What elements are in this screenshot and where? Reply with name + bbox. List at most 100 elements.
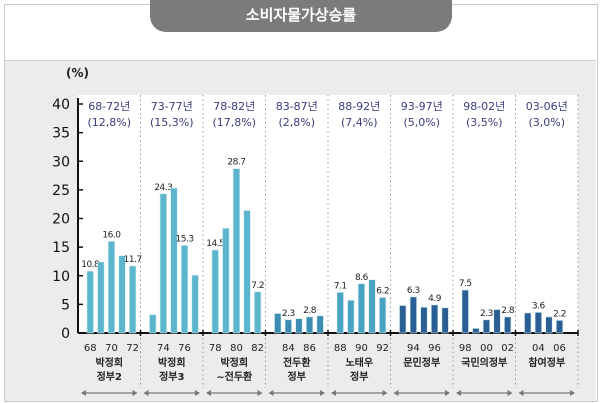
bar-1999 [472, 328, 480, 334]
bar-1983 [274, 313, 282, 334]
government-label: 박정희 [95, 356, 123, 369]
period-average: (5,0%) [403, 116, 440, 129]
government-label: 정부2 [97, 370, 122, 383]
data-label-1988: 7.1 [334, 281, 347, 291]
bar-1981 [243, 210, 251, 334]
y-tick-label: 15 [52, 240, 70, 256]
x-tick-label: 94 [407, 343, 420, 354]
x-tick-label: 98 [459, 343, 472, 354]
period-average: (12,8%) [87, 116, 131, 129]
bar-1973 [149, 314, 157, 334]
government-label: 노태우 [345, 356, 373, 369]
x-tick-label: 96 [428, 343, 441, 354]
data-label-1992: 6.2 [376, 287, 389, 297]
data-label-2000: 2.3 [480, 309, 493, 319]
government-label: 정부 [288, 370, 306, 383]
government-label: 전두환 [283, 356, 311, 369]
data-label-1976: 15.3 [176, 234, 194, 244]
period-label: 93-97년 [401, 100, 443, 113]
x-tick-label: 92 [376, 343, 389, 354]
bar-1978 [211, 249, 219, 334]
x-tick-label: 06 [553, 343, 566, 354]
period-label: 78-82년 [213, 100, 255, 113]
data-label-1968: 10.8 [81, 260, 100, 270]
y-tick-label: 25 [52, 183, 70, 199]
government-label: 참여정부 [528, 356, 565, 369]
y-tick-label: 40 [52, 97, 70, 113]
bar-2006 [555, 320, 564, 334]
bar-1982 [254, 291, 262, 334]
bar-1985 [295, 318, 303, 334]
government-label: 박정희 [158, 356, 186, 369]
bar-1988 [336, 292, 344, 334]
period-label: 03-06년 [526, 100, 568, 113]
y-tick-label: 35 [52, 126, 70, 142]
bar-1972 [129, 265, 137, 334]
period-label: 68-72년 [88, 100, 130, 113]
bar-2003 [524, 312, 532, 334]
bar-1979 [222, 227, 230, 334]
x-tick-label: 84 [282, 343, 295, 354]
x-tick-label: 90 [355, 343, 368, 354]
bar-1990 [357, 283, 366, 334]
period-label: 73-77년 [151, 100, 193, 113]
bar-1996 [430, 304, 439, 334]
data-label-1972: 11.7 [124, 255, 142, 265]
data-label-1994: 6.3 [407, 286, 420, 296]
data-label-1998: 7.5 [459, 279, 472, 289]
y-tick-label: 30 [52, 154, 70, 170]
government-label: 정부 [350, 370, 368, 383]
bar-1976 [181, 245, 189, 334]
bar-1986 [305, 316, 314, 334]
bar-1998 [461, 289, 469, 334]
bar-1969 [97, 261, 105, 334]
bar-2001 [493, 309, 501, 334]
data-label-2004: 3.6 [532, 301, 546, 311]
bar-2002 [504, 316, 512, 334]
period-average: (3,5%) [466, 116, 503, 129]
bar-1995 [420, 306, 428, 334]
x-tick-label: 70 [105, 343, 118, 354]
y-tick-label: 0 [61, 326, 70, 342]
data-label-1990: 8.6 [355, 273, 369, 283]
bar-1974 [159, 193, 167, 334]
data-label-1996: 4.9 [428, 294, 442, 304]
x-tick-label: 78 [209, 343, 222, 354]
bar-1968 [86, 270, 94, 334]
bar-1997 [441, 307, 449, 334]
period-average: (3,0%) [528, 116, 565, 129]
bar-1993 [399, 305, 407, 334]
period-average: (15,3%) [150, 116, 194, 129]
x-tick-label: 00 [480, 343, 493, 354]
period-average: (7,4%) [341, 116, 378, 129]
government-label: 국민의정부 [461, 356, 507, 369]
bar-1991 [368, 279, 376, 334]
government-label: 정부3 [159, 370, 184, 383]
bar-1992 [379, 297, 387, 334]
period-label: 98-02년 [463, 100, 505, 113]
data-label-1984: 2.3 [282, 309, 295, 319]
government-label: ~전두환 [216, 370, 253, 383]
x-tick-label: 72 [126, 343, 139, 354]
period-average: (17,8%) [212, 116, 256, 129]
bar-1980 [232, 168, 240, 334]
x-tick-label: 76 [178, 343, 191, 354]
data-label-1974: 24.3 [154, 183, 172, 193]
bar-1971 [118, 255, 126, 334]
x-tick-label: 04 [532, 343, 545, 354]
x-tick-label: 68 [84, 343, 97, 354]
bar-1977 [191, 274, 199, 334]
y-tick-label: 20 [52, 212, 70, 228]
data-label-1982: 7.2 [251, 281, 264, 291]
period-average: (2,8%) [278, 116, 315, 129]
bar-2000 [482, 319, 491, 334]
period-label: 88-92년 [338, 100, 380, 113]
x-tick-label: 88 [334, 343, 347, 354]
period-label: 83-87년 [276, 100, 318, 113]
bar-1987 [316, 315, 324, 334]
x-tick-label: 80 [230, 343, 243, 354]
bar-1970 [107, 241, 115, 334]
bar-1994 [409, 296, 417, 334]
chart-title: 소비자물가상승률 [150, 0, 452, 32]
